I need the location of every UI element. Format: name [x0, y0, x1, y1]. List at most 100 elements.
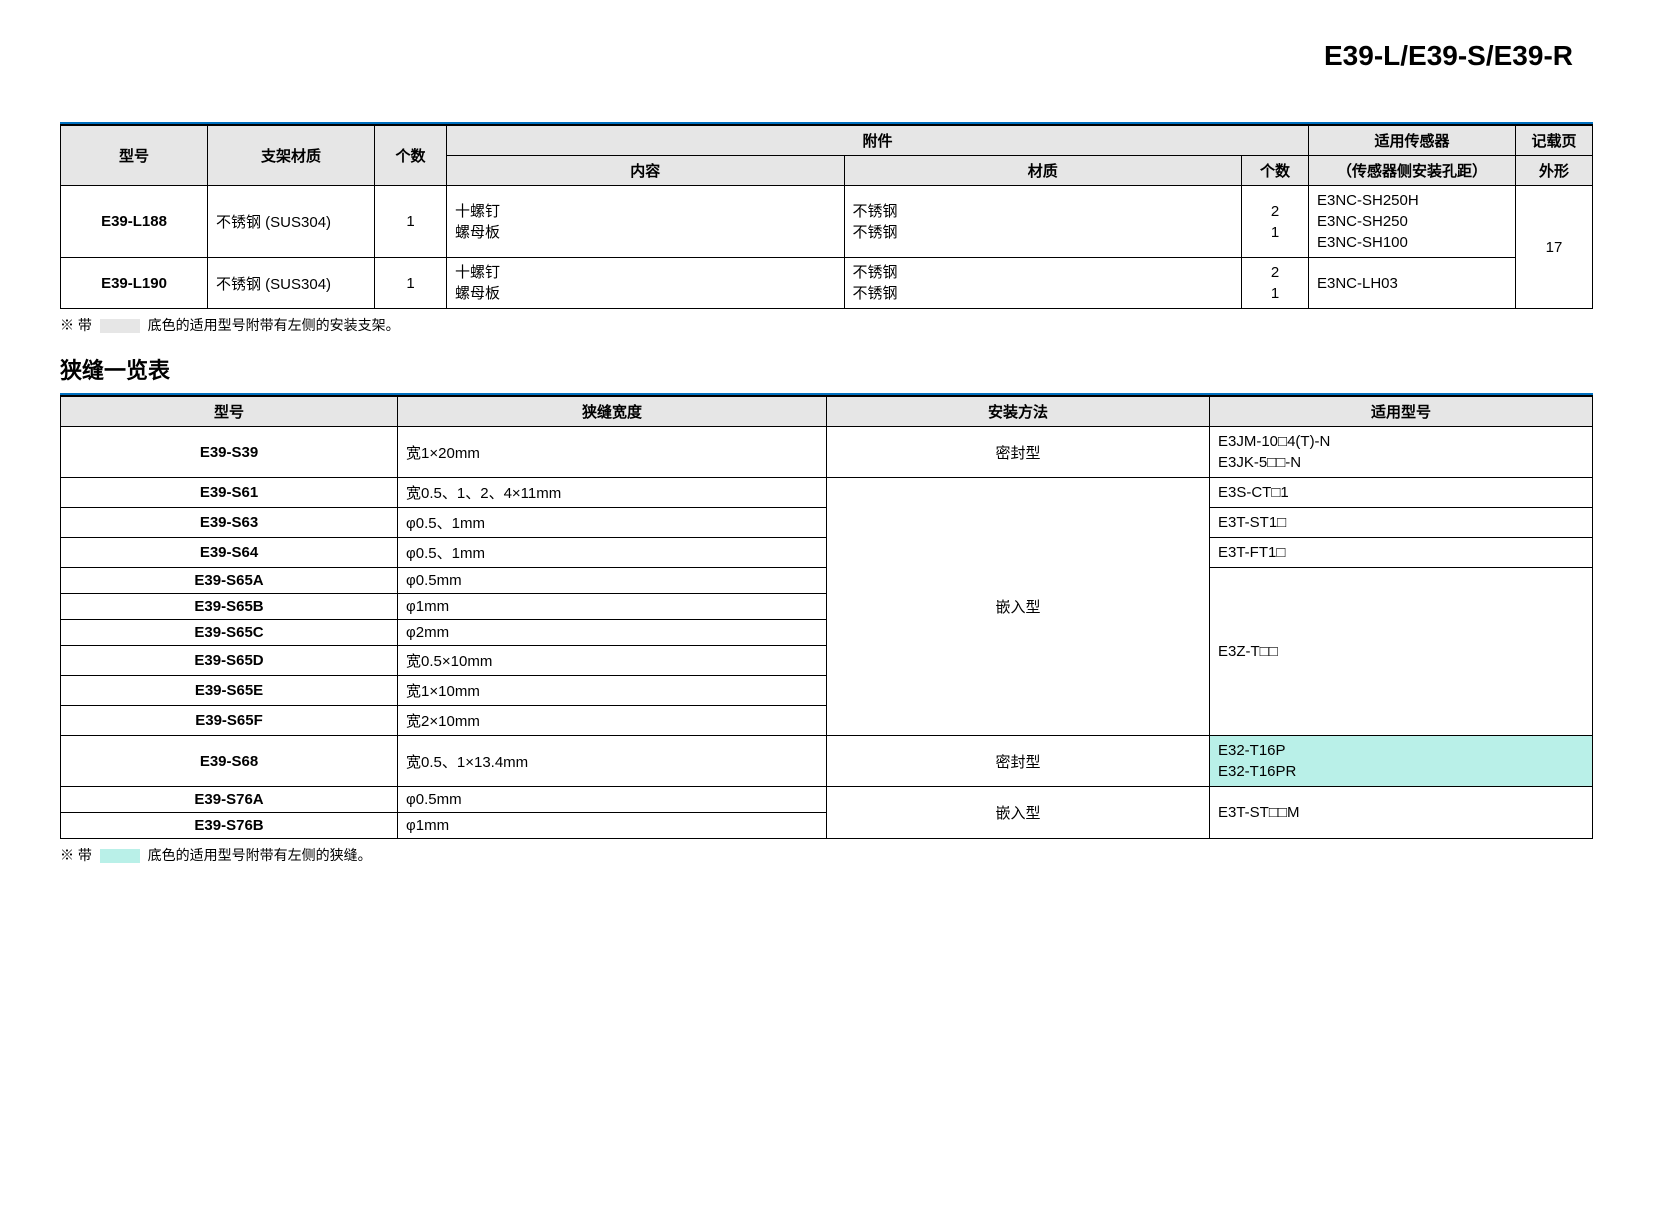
cell-model: E39-S68 — [61, 736, 398, 787]
table-row: E39-S68 宽0.5、1×13.4mm 密封型 E32-T16P E32-T… — [61, 736, 1593, 787]
cell-width: φ0.5mm — [398, 787, 827, 813]
cell-material: 不锈钢 不锈钢 — [844, 258, 1242, 309]
cell-line: 不锈钢 — [853, 222, 1234, 243]
cell-width: φ0.5、1mm — [398, 508, 827, 538]
cell-line: 螺母板 — [455, 222, 836, 243]
cell-model: E39-S61 — [61, 478, 398, 508]
note-suffix: 底色的适用型号附带有左侧的安装支架。 — [148, 317, 400, 333]
th-applicable: 适用型号 — [1209, 396, 1592, 427]
cell-width: 宽1×20mm — [398, 427, 827, 478]
note-swatch — [100, 849, 140, 863]
th-material: 材质 — [844, 156, 1242, 186]
note-prefix: ※ 带 — [60, 847, 92, 863]
cell-applicable: E3T-ST1□ — [1209, 508, 1592, 538]
th-contents: 内容 — [447, 156, 845, 186]
th-mounting: 安装方法 — [826, 396, 1209, 427]
cell-acc-qty: 2 1 — [1242, 258, 1309, 309]
cell-width: φ0.5、1mm — [398, 538, 827, 568]
cell-qty: 1 — [375, 258, 447, 309]
cell-line: E32-T16PR — [1218, 761, 1584, 782]
cell-line: 不锈钢 — [853, 201, 1234, 222]
cell-applicable: E3Z-T□□ — [1209, 568, 1592, 736]
cell-sensor: E3NC-LH03 — [1309, 258, 1516, 309]
cell-bracket-material: 不锈钢 (SUS304) — [208, 258, 375, 309]
cell-applicable: E3S-CT□1 — [1209, 478, 1592, 508]
table-row: E39-S61 宽0.5、1、2、4×11mm 嵌入型 E3S-CT□1 — [61, 478, 1593, 508]
cell-width: φ1mm — [398, 594, 827, 620]
cell-applicable: E3JM-10□4(T)-N E3JK-5□□-N — [1209, 427, 1592, 478]
note-swatch — [100, 319, 140, 333]
cell-bracket-material: 不锈钢 (SUS304) — [208, 186, 375, 258]
cell-page: 17 — [1516, 186, 1593, 309]
table-row: E39-S76A φ0.5mm 嵌入型 E3T-ST□□M — [61, 787, 1593, 813]
cell-line: 2 — [1250, 262, 1300, 283]
cell-width: 宽0.5、1×13.4mm — [398, 736, 827, 787]
cell-line: 十螺钉 — [455, 201, 836, 222]
cell-model: E39-S76B — [61, 813, 398, 839]
cell-line: 2 — [1250, 201, 1300, 222]
cell-line: 不锈钢 — [853, 262, 1234, 283]
cell-line: 十螺钉 — [455, 262, 836, 283]
cell-model: E39-S39 — [61, 427, 398, 478]
cell-line: 螺母板 — [455, 283, 836, 304]
th-sensor-side: （传感器侧安装孔距） — [1309, 156, 1516, 186]
cell-model: E39-S65E — [61, 676, 398, 706]
cell-applicable: E3T-ST□□M — [1209, 787, 1592, 839]
cell-model: E39-S65A — [61, 568, 398, 594]
section-title-slit: 狭缝一览表 — [60, 353, 1593, 385]
cell-acc-qty: 2 1 — [1242, 186, 1309, 258]
th-model: 型号 — [61, 396, 398, 427]
cell-width: 宽0.5×10mm — [398, 646, 827, 676]
cell-applicable-highlight: E32-T16P E32-T16PR — [1209, 736, 1592, 787]
cell-width: φ0.5mm — [398, 568, 827, 594]
cell-contents: 十螺钉 螺母板 — [447, 258, 845, 309]
cell-line: 1 — [1250, 222, 1300, 243]
table-row: E39-L188 不锈钢 (SUS304) 1 十螺钉 螺母板 不锈钢 不锈钢 … — [61, 186, 1593, 258]
cell-model: E39-S65F — [61, 706, 398, 736]
cell-width: φ2mm — [398, 620, 827, 646]
cell-line: E3JK-5□□-N — [1218, 452, 1584, 473]
cell-line: E3NC-SH100 — [1317, 232, 1507, 253]
cell-width: 宽2×10mm — [398, 706, 827, 736]
table-row: E39-S39 宽1×20mm 密封型 E3JM-10□4(T)-N E3JK-… — [61, 427, 1593, 478]
cell-mounting: 密封型 — [826, 427, 1209, 478]
cell-contents: 十螺钉 螺母板 — [447, 186, 845, 258]
cell-line: 不锈钢 — [853, 283, 1234, 304]
cell-width: 宽1×10mm — [398, 676, 827, 706]
cell-width: φ1mm — [398, 813, 827, 839]
th-page: 记载页 — [1516, 125, 1593, 156]
th-acc-qty: 个数 — [1242, 156, 1309, 186]
cell-line: E32-T16P — [1218, 740, 1584, 761]
note-1: ※ 带 底色的适用型号附带有左侧的安装支架。 — [60, 315, 1593, 335]
slit-table: 型号 狭缝宽度 安装方法 适用型号 E39-S39 宽1×20mm 密封型 E3… — [60, 395, 1593, 839]
th-slit-width: 狭缝宽度 — [398, 396, 827, 427]
bracket-table: 型号 支架材质 个数 附件 适用传感器 记载页 内容 材质 个数 （传感器侧安装… — [60, 124, 1593, 309]
cell-line: E3NC-SH250 — [1317, 211, 1507, 232]
cell-sensor: E3NC-SH250H E3NC-SH250 E3NC-SH100 — [1309, 186, 1516, 258]
cell-qty: 1 — [375, 186, 447, 258]
cell-applicable: E3T-FT1□ — [1209, 538, 1592, 568]
page-title: E39-L/E39-S/E39-R — [60, 40, 1593, 72]
cell-model: E39-S76A — [61, 787, 398, 813]
cell-model: E39-S65C — [61, 620, 398, 646]
th-qty: 个数 — [375, 125, 447, 186]
cell-mounting: 嵌入型 — [826, 787, 1209, 839]
cell-line: E3JM-10□4(T)-N — [1218, 431, 1584, 452]
th-model: 型号 — [61, 125, 208, 186]
note-suffix: 底色的适用型号附带有左侧的狭缝。 — [148, 847, 372, 863]
cell-model: E39-S64 — [61, 538, 398, 568]
cell-model: E39-L188 — [61, 186, 208, 258]
th-bracket-material: 支架材质 — [208, 125, 375, 186]
th-shape: 外形 — [1516, 156, 1593, 186]
th-applicable-sensor: 适用传感器 — [1309, 125, 1516, 156]
cell-model: E39-S63 — [61, 508, 398, 538]
th-accessories: 附件 — [447, 125, 1309, 156]
cell-mounting: 嵌入型 — [826, 478, 1209, 736]
cell-width: 宽0.5、1、2、4×11mm — [398, 478, 827, 508]
note-2: ※ 带 底色的适用型号附带有左侧的狭缝。 — [60, 845, 1593, 865]
cell-line: E3NC-SH250H — [1317, 190, 1507, 211]
cell-model: E39-L190 — [61, 258, 208, 309]
cell-line: 1 — [1250, 283, 1300, 304]
cell-model: E39-S65D — [61, 646, 398, 676]
table-row: E39-L190 不锈钢 (SUS304) 1 十螺钉 螺母板 不锈钢 不锈钢 … — [61, 258, 1593, 309]
